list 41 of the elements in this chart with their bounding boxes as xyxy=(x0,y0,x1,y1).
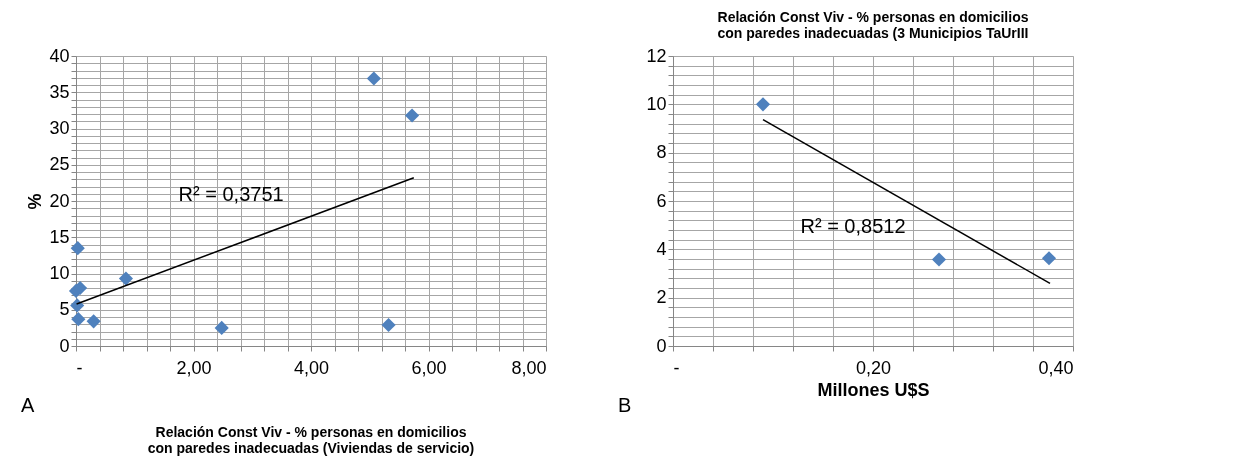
y-tick-label: 2 xyxy=(656,287,667,308)
point xyxy=(404,108,420,123)
y-tick-label: 6 xyxy=(656,190,667,211)
x-tick-label: 0,40 xyxy=(1038,357,1074,378)
text: Relación Const Viv - % personas en domicilios con paredes inadecuadas (Viviendas de servicio) xyxy=(147,424,475,456)
x-tick-label: - xyxy=(76,357,83,378)
y-tick-label: 20 xyxy=(49,190,70,211)
x-tick-label: 8,00 xyxy=(511,357,547,378)
y-tick-label: 40 xyxy=(49,45,70,66)
y-tick-label: 35 xyxy=(49,81,70,102)
point xyxy=(70,241,85,256)
text: A xyxy=(21,394,35,416)
y-tick-label: 0 xyxy=(59,335,70,356)
y-tick-label: 25 xyxy=(49,154,70,175)
y-tick-label: 15 xyxy=(49,226,70,247)
chart-title: Relación Const Viv - % personas en domicilios con paredes inadecuadas (3 Municipios TaUrIII xyxy=(717,9,1029,41)
point xyxy=(71,312,86,327)
point xyxy=(381,317,396,333)
x-tick-label: - xyxy=(673,357,680,378)
y-tick-label: 12 xyxy=(646,45,667,66)
y-tick-label: 8 xyxy=(656,142,667,163)
y-tick-label: 10 xyxy=(646,93,667,114)
y-tick-label: 10 xyxy=(49,263,70,283)
point xyxy=(70,298,85,313)
y-tick-label: 4 xyxy=(656,238,667,259)
x-tick-label: 4,00 xyxy=(293,357,330,378)
y-axis-title: % xyxy=(25,193,46,210)
x-tick-label: 0,20 xyxy=(855,357,892,378)
y-tick-label: 0 xyxy=(656,335,667,356)
x-tick-label: 2,00 xyxy=(176,357,212,378)
point xyxy=(214,320,229,335)
annotation: R² = 0,3751 xyxy=(178,183,284,206)
y-tick-label: 5 xyxy=(59,299,70,320)
text: B xyxy=(618,394,632,416)
point xyxy=(366,71,381,86)
point xyxy=(86,314,101,329)
x-axis-title: Millones U$S xyxy=(817,379,930,400)
y-tick-label: 30 xyxy=(49,118,70,138)
x-tick-label: 6,00 xyxy=(411,357,447,378)
point xyxy=(118,271,134,286)
annotation: R² = 0,8512 xyxy=(800,215,906,238)
